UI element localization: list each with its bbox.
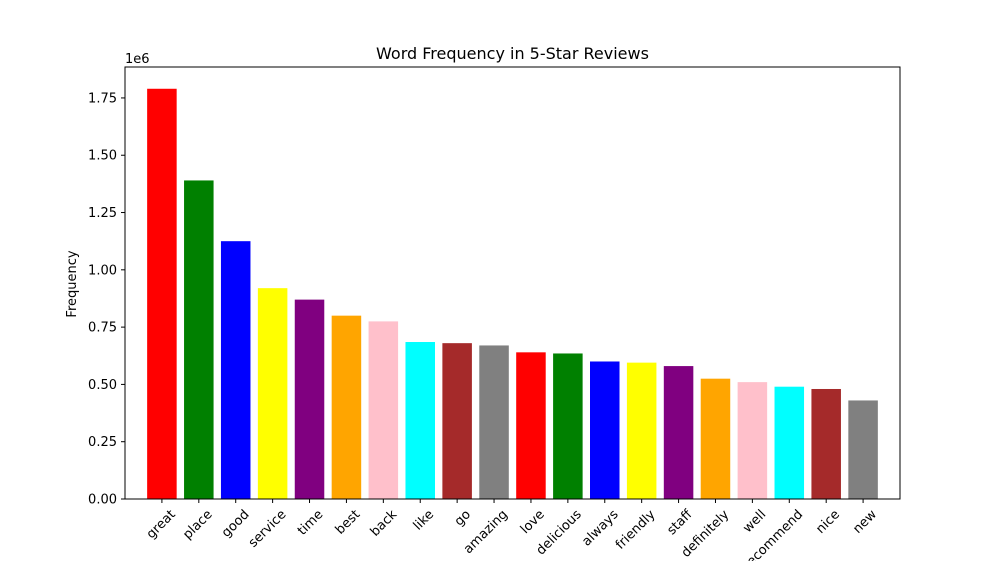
bar-love [516, 352, 546, 499]
x-tick-label: best [333, 507, 363, 537]
y-tick-label: 0.00 [88, 493, 117, 508]
y-tick-label: 1.75 [88, 91, 117, 106]
bar-delicious [553, 353, 583, 499]
x-tick-label: well [740, 507, 769, 536]
bar-like [405, 342, 435, 499]
bar-best [331, 315, 362, 499]
x-tick-label: nice [813, 507, 843, 537]
bar-friendly [626, 362, 657, 499]
bar-go [442, 343, 472, 499]
y-tick-label: 1.25 [88, 206, 117, 221]
bar-well [737, 382, 768, 499]
y-tick-label: 0.75 [88, 321, 117, 336]
x-tick-label: staff [664, 506, 696, 538]
y-axis-label: Frequency [65, 250, 80, 317]
bar-great [147, 88, 177, 500]
x-tick-label: place [180, 507, 215, 542]
bar-back [368, 321, 399, 499]
x-tick-label: love [518, 507, 548, 537]
x-tick-label: time [295, 507, 326, 538]
x-tick-label: go [452, 507, 474, 529]
y-tick-label: 1.50 [88, 149, 117, 164]
x-tick-label: good [219, 507, 253, 541]
chart-title: Word Frequency in 5-Star Reviews [376, 44, 649, 63]
bar-definitely [700, 378, 731, 499]
y-tick-label: 0.50 [88, 378, 117, 393]
x-tick-label: friendly [613, 507, 659, 553]
y-axis-multiplier: 1e6 [125, 52, 150, 67]
x-tick-label: back [368, 507, 401, 540]
x-tick-label: like [411, 507, 437, 533]
bar-amazing [479, 345, 509, 499]
x-tick-label: service [246, 507, 290, 551]
bar-nice [811, 388, 841, 499]
bar-recommend [774, 386, 805, 499]
bar-new [848, 400, 878, 499]
bar-staff [663, 366, 694, 499]
y-tick-label: 0.25 [88, 435, 117, 450]
y-axis-ticks: 0.00 0.25 0.50 0.75 1.00 1.25 1.50 1.75 [88, 91, 125, 508]
x-tick-label: new [850, 507, 880, 537]
bars-group [147, 88, 878, 500]
x-tick-label: great [144, 507, 179, 542]
y-tick-label: 1.00 [88, 263, 117, 278]
bar-place [184, 180, 214, 499]
plot-area-frame [124, 66, 901, 500]
bar-time [294, 299, 325, 499]
bar-service [257, 288, 288, 499]
bar-always [590, 361, 620, 499]
bar-good [220, 241, 251, 499]
